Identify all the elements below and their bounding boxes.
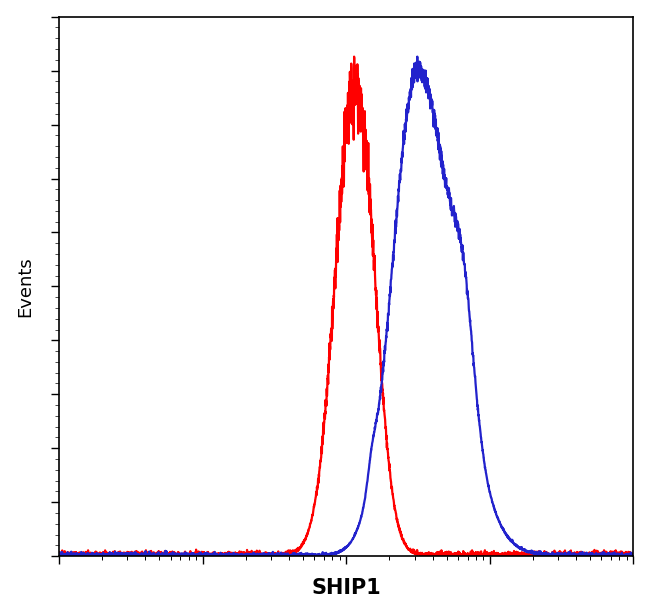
X-axis label: SHIP1: SHIP1 — [311, 578, 381, 598]
Y-axis label: Events: Events — [17, 256, 34, 317]
